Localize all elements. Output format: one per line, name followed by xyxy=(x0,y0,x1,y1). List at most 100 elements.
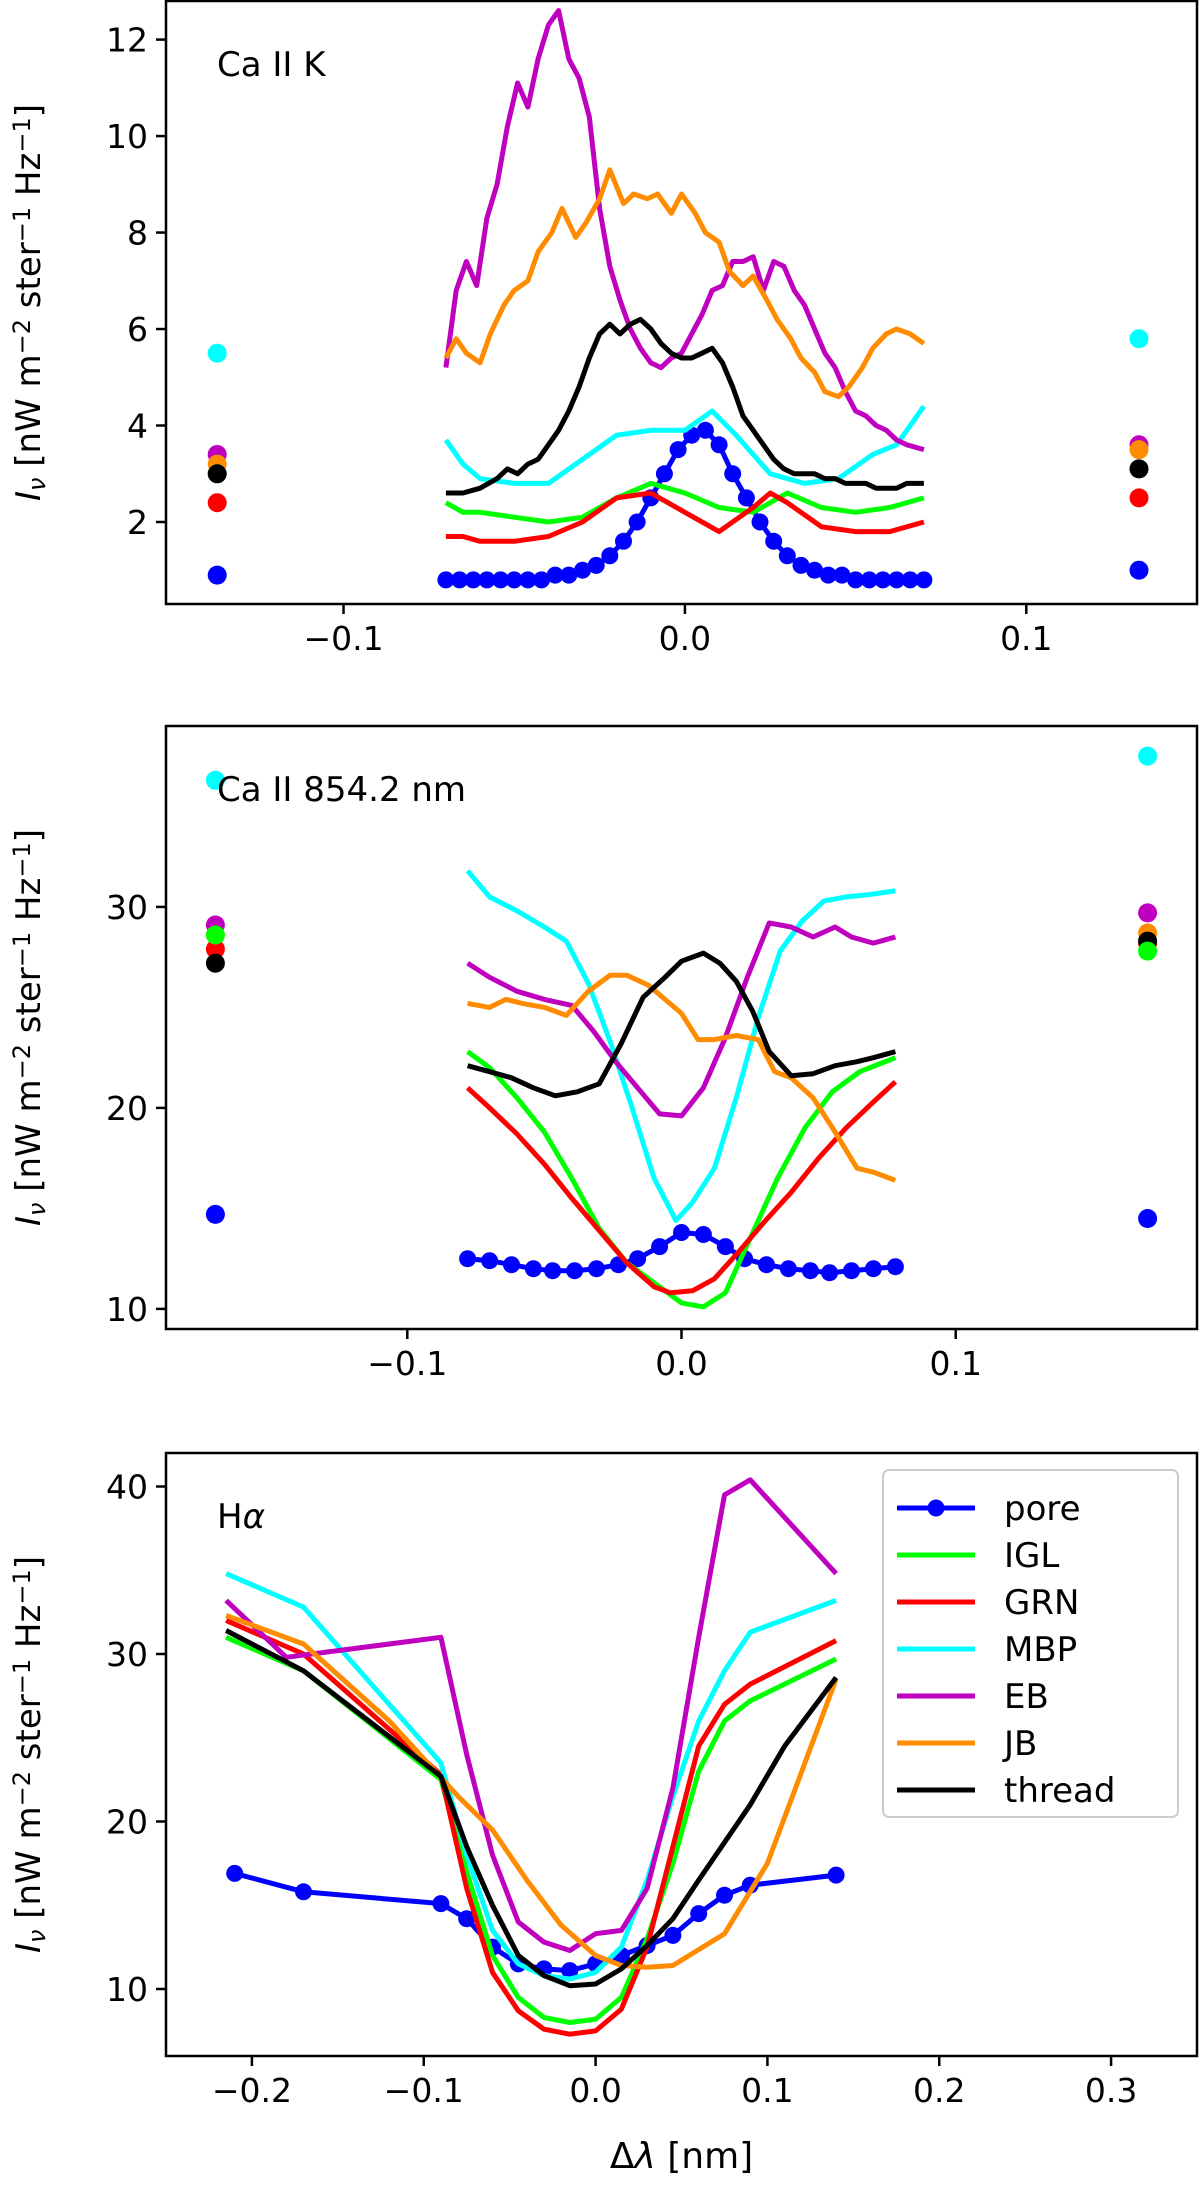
data-point-pore xyxy=(710,436,728,454)
series-line-grn xyxy=(225,1618,838,2037)
data-point-pore xyxy=(792,556,810,574)
plot-area xyxy=(224,1477,845,2037)
data-point-pore xyxy=(673,1224,690,1241)
data-point-pore xyxy=(295,1883,312,1901)
legend-label-grn: GRN xyxy=(1004,1583,1079,1623)
y-tick-label: 12 xyxy=(106,21,148,60)
data-point-pore xyxy=(503,1256,520,1274)
x-tick-label: 0.0 xyxy=(655,1344,707,1383)
legend-label-thread: thread xyxy=(1004,1771,1115,1811)
data-point-pore xyxy=(765,532,783,550)
panel-annotation: Ca II K xyxy=(217,45,327,85)
data-point-pore xyxy=(432,1895,450,1913)
series-line-jb xyxy=(225,1613,839,1970)
legend-label-jb: JB xyxy=(1002,1724,1037,1764)
endpoint-dot-left xyxy=(207,464,227,484)
y-tick-label: 6 xyxy=(127,310,148,349)
axes-frame xyxy=(164,1451,1199,2058)
data-point-pore xyxy=(716,1238,734,1256)
endpoint-dot-right xyxy=(1129,329,1149,349)
endpoint-dot-left xyxy=(207,343,227,363)
x-tick-label: 0.1 xyxy=(741,2071,793,2110)
data-point-pore xyxy=(481,1252,499,1270)
data-point-pore xyxy=(566,1262,584,1280)
y-tick-label: 4 xyxy=(127,407,148,446)
endpoint-dot-right xyxy=(1138,903,1158,923)
data-point-pore xyxy=(801,1262,819,1280)
data-point-pore xyxy=(459,1250,477,1268)
data-point-pore xyxy=(451,571,469,589)
data-point-pore xyxy=(847,571,865,589)
endpoint-dot-right xyxy=(1138,941,1158,961)
data-point-pore xyxy=(819,566,837,584)
data-point-pore xyxy=(806,561,824,579)
data-point-pore xyxy=(874,571,892,589)
y-tick-label: 10 xyxy=(106,1290,148,1329)
x-tick-label: −0.1 xyxy=(303,619,383,658)
series-line-mbp xyxy=(225,1571,837,1982)
data-point-pore xyxy=(629,1250,647,1268)
data-point-pore xyxy=(628,513,646,531)
series-line-pore xyxy=(234,1870,837,1974)
endpoint-dot-right xyxy=(1129,440,1149,460)
series-line-igl xyxy=(444,480,925,525)
plot-area xyxy=(207,8,1149,589)
data-point-pore xyxy=(669,441,687,459)
y-tick-label: 40 xyxy=(106,1468,148,1507)
x-tick-label: 0.0 xyxy=(569,2071,621,2110)
x-tick-label: 0.3 xyxy=(1085,2071,1137,2110)
series-line-thread xyxy=(445,316,924,496)
data-point-pore xyxy=(827,1866,845,1884)
legend-label-mbp: MBP xyxy=(1004,1630,1077,1670)
data-point-pore xyxy=(437,571,455,589)
y-axis-label: Iν [nW m−2 ster−1 Hz−1] xyxy=(8,829,51,1226)
series-line-thread xyxy=(224,1628,839,1989)
y-tick-label: 2 xyxy=(127,503,148,542)
series-line-eb xyxy=(443,8,925,453)
x-tick-label: −0.1 xyxy=(384,2071,464,2110)
x-axis-label: Δλ [nm] xyxy=(610,2136,753,2177)
series-line-eb xyxy=(466,920,897,1119)
y-axis-label: Iν [nW m−2 ster−1 Hz−1] xyxy=(8,1556,51,1953)
data-point-pore xyxy=(778,547,796,565)
data-point-pore xyxy=(888,571,906,589)
data-point-pore xyxy=(519,571,537,589)
data-point-pore xyxy=(901,571,919,589)
series-line-igl xyxy=(466,1049,897,1310)
data-point-pore xyxy=(544,1262,562,1280)
legend-label-pore: pore xyxy=(1004,1489,1081,1529)
data-point-pore xyxy=(860,571,878,589)
data-point-pore xyxy=(915,571,933,589)
x-tick-label: −0.1 xyxy=(367,1344,447,1383)
data-point-pore xyxy=(737,489,755,507)
series-line-mbp xyxy=(443,404,926,486)
legend-marker xyxy=(927,1499,945,1517)
y-tick-label: 10 xyxy=(106,117,148,156)
legend-label-igl: IGL xyxy=(1004,1536,1059,1576)
endpoint-dot-left xyxy=(205,925,225,945)
data-point-pore xyxy=(751,513,769,531)
plot-area xyxy=(205,746,1158,1310)
endpoint-dot-left xyxy=(207,493,227,513)
y-tick-label: 30 xyxy=(106,888,148,927)
series-line-mbp xyxy=(465,869,896,1223)
data-point-pore xyxy=(505,571,523,589)
data-point-pore xyxy=(458,1910,476,1928)
data-point-pore xyxy=(694,1226,712,1243)
endpoint-dot-right xyxy=(1129,560,1149,580)
data-point-pore xyxy=(478,571,496,589)
x-tick-label: 0.2 xyxy=(913,2071,965,2110)
data-point-pore xyxy=(843,1262,860,1280)
x-tick-label: 0.1 xyxy=(1000,619,1052,658)
series-line-grn xyxy=(445,490,925,544)
endpoint-dot-left xyxy=(205,770,225,790)
endpoint-dot-left xyxy=(207,565,227,585)
data-point-pore xyxy=(716,1886,733,1904)
endpoint-dot-left xyxy=(205,1204,225,1224)
y-tick-label: 20 xyxy=(106,1089,148,1128)
endpoint-dot-left xyxy=(205,939,225,959)
y-axis-label: Iν [nW m−2 ster−1 Hz−1] xyxy=(8,104,51,501)
panel-annotation: Ca II 854.2 nm xyxy=(217,770,466,810)
panel-annotation: Hα xyxy=(217,1497,265,1537)
